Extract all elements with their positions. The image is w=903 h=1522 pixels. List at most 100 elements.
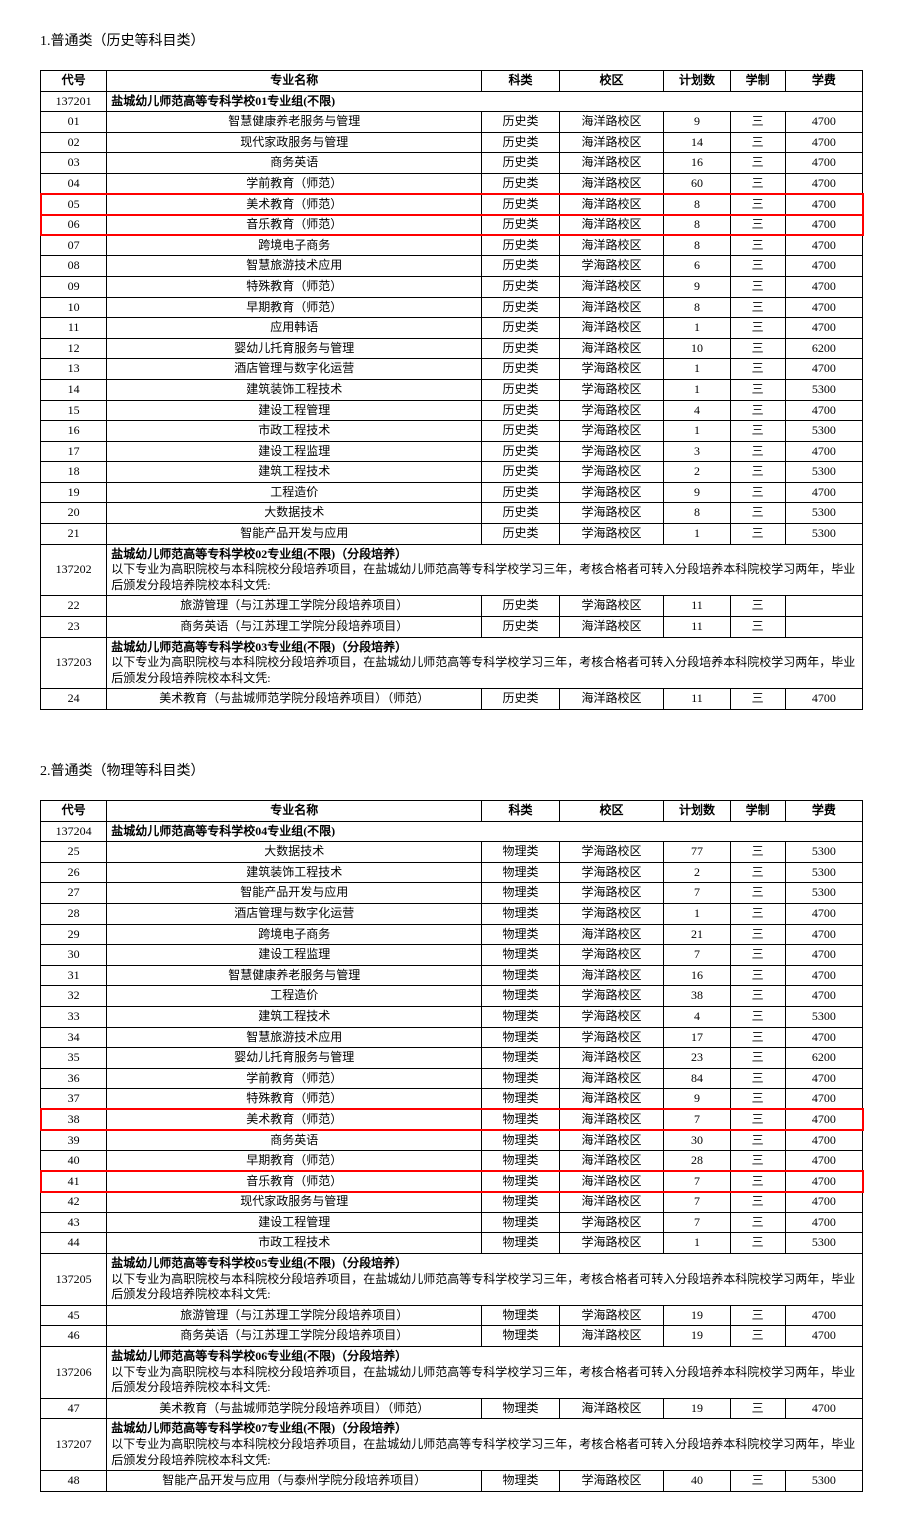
cell: 5300 <box>785 862 862 883</box>
cell: 4700 <box>785 924 862 945</box>
cell: 4700 <box>785 1212 862 1233</box>
cell: 42 <box>41 1192 107 1213</box>
cell: 早期教育（师范） <box>107 1151 482 1172</box>
cell: 海洋路校区 <box>559 1171 664 1192</box>
cell: 30 <box>664 1130 730 1151</box>
cell: 历史类 <box>482 400 559 421</box>
cell: 三 <box>730 1192 785 1213</box>
cell: 大数据技术 <box>107 503 482 524</box>
cell: 海洋路校区 <box>559 112 664 133</box>
cell: 智慧健康养老服务与管理 <box>107 965 482 986</box>
cell: 1 <box>664 903 730 924</box>
group-header: 盐城幼儿师范高等专科学校04专业组(不限) <box>107 821 863 842</box>
cell: 学海路校区 <box>559 421 664 442</box>
cell: 商务英语（与江苏理工学院分段培养项目） <box>107 1326 482 1347</box>
cell: 三 <box>730 1233 785 1254</box>
cell: 08 <box>41 256 107 277</box>
cell: 历史类 <box>482 503 559 524</box>
cell: 三 <box>730 132 785 153</box>
cell: 物理类 <box>482 1233 559 1254</box>
cell: 47 <box>41 1398 107 1419</box>
cell: 22 <box>41 596 107 617</box>
cell: 学海路校区 <box>559 359 664 380</box>
cell: 8 <box>664 297 730 318</box>
cell: 43 <box>41 1212 107 1233</box>
cell: 大数据技术 <box>107 842 482 863</box>
cell: 三 <box>730 1027 785 1048</box>
cell: 历史类 <box>482 173 559 194</box>
table-row: 22旅游管理（与江苏理工学院分段培养项目）历史类学海路校区11三 <box>41 596 863 617</box>
group-code: 137206 <box>41 1347 107 1399</box>
cell: 历史类 <box>482 482 559 503</box>
cell: 4700 <box>785 318 862 339</box>
cell: 三 <box>730 112 785 133</box>
cell: 海洋路校区 <box>559 1089 664 1110</box>
cell: 三 <box>730 965 785 986</box>
cell: 1 <box>664 318 730 339</box>
cell: 4700 <box>785 194 862 215</box>
cell: 海洋路校区 <box>559 194 664 215</box>
cell: 美术教育（与盐城师范学院分段培养项目）（师范） <box>107 689 482 710</box>
cell: 海洋路校区 <box>559 1109 664 1130</box>
cell: 智慧旅游技术应用 <box>107 256 482 277</box>
table-row: 19工程造价历史类学海路校区9三4700 <box>41 482 863 503</box>
cell: 物理类 <box>482 862 559 883</box>
cell: 酒店管理与数字化运营 <box>107 359 482 380</box>
cell: 跨境电子商务 <box>107 924 482 945</box>
cell: 8 <box>664 194 730 215</box>
cell: 海洋路校区 <box>559 318 664 339</box>
cell: 三 <box>730 1212 785 1233</box>
cell: 学海路校区 <box>559 462 664 483</box>
cell: 早期教育（师范） <box>107 297 482 318</box>
cell: 物理类 <box>482 965 559 986</box>
cell: 30 <box>41 945 107 966</box>
cell: 1 <box>664 379 730 400</box>
table-row: 14建筑装饰工程技术历史类学海路校区1三5300 <box>41 379 863 400</box>
cell: 37 <box>41 1089 107 1110</box>
cell: 海洋路校区 <box>559 1048 664 1069</box>
cell: 美术教育（师范） <box>107 194 482 215</box>
cell: 16 <box>664 965 730 986</box>
table-row: 16市政工程技术历史类学海路校区1三5300 <box>41 421 863 442</box>
cell: 4700 <box>785 1068 862 1089</box>
cell: 建筑装饰工程技术 <box>107 862 482 883</box>
table-row: 04学前教育（师范）历史类海洋路校区60三4700 <box>41 173 863 194</box>
cell: 三 <box>730 359 785 380</box>
table-row: 09特殊教育（师范）历史类海洋路校区9三4700 <box>41 276 863 297</box>
table-row: 23商务英语（与江苏理工学院分段培养项目）历史类海洋路校区11三 <box>41 617 863 638</box>
cell: 11 <box>664 596 730 617</box>
cell: 01 <box>41 112 107 133</box>
cell: 4700 <box>785 297 862 318</box>
cell: 历史类 <box>482 194 559 215</box>
cell: 物理类 <box>482 1212 559 1233</box>
table-row: 36学前教育（师范）物理类海洋路校区84三4700 <box>41 1068 863 1089</box>
cell: 7 <box>664 1171 730 1192</box>
cell: 46 <box>41 1326 107 1347</box>
cell: 2 <box>664 462 730 483</box>
cell: 15 <box>41 400 107 421</box>
table-row: 08智慧旅游技术应用历史类学海路校区6三4700 <box>41 256 863 277</box>
cell: 24 <box>41 689 107 710</box>
table-row: 24美术教育（与盐城师范学院分段培养项目）（师范）历史类海洋路校区11三4700 <box>41 689 863 710</box>
cell: 1 <box>664 421 730 442</box>
table-row: 41音乐教育（师范）物理类海洋路校区7三4700 <box>41 1171 863 1192</box>
cell: 8 <box>664 235 730 256</box>
cell: 建设工程监理 <box>107 945 482 966</box>
cell: 学海路校区 <box>559 1027 664 1048</box>
cell: 商务英语（与江苏理工学院分段培养项目） <box>107 617 482 638</box>
cell: 学海路校区 <box>559 1233 664 1254</box>
cell: 音乐教育（师范） <box>107 215 482 236</box>
cell: 三 <box>730 986 785 1007</box>
cell: 4700 <box>785 1151 862 1172</box>
cell: 三 <box>730 1398 785 1419</box>
cell: 19 <box>664 1398 730 1419</box>
page: 1.普通类（历史等科目类）代号专业名称科类校区计划数学制学费137201盐城幼儿… <box>0 0 903 1522</box>
cell: 婴幼儿托育服务与管理 <box>107 338 482 359</box>
table-row: 07跨境电子商务历史类海洋路校区8三4700 <box>41 235 863 256</box>
cell: 21 <box>41 524 107 545</box>
cell: 市政工程技术 <box>107 1233 482 1254</box>
table-row: 43建设工程管理物理类学海路校区7三4700 <box>41 1212 863 1233</box>
cell: 三 <box>730 883 785 904</box>
cell: 学海路校区 <box>559 379 664 400</box>
cell: 历史类 <box>482 112 559 133</box>
